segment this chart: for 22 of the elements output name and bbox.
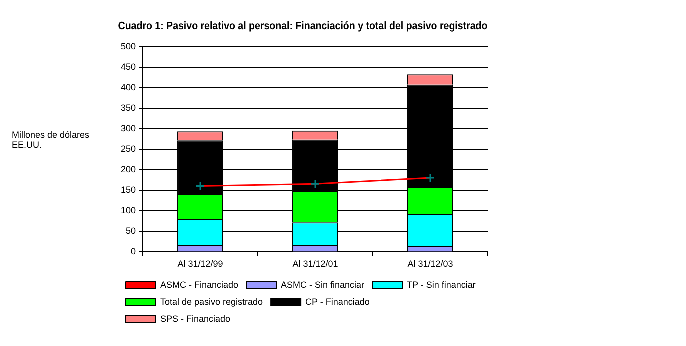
legend-label: ASMC - Financiado: [160, 280, 239, 290]
y-tick-label: 500: [120, 42, 136, 52]
y-axis-title: Millones de dólares EE.UU.: [12, 130, 91, 150]
y-tick-label: 450: [120, 62, 136, 72]
y-tick-label: 50: [126, 226, 136, 236]
y-tick-label: 400: [120, 82, 136, 93]
legend-label: Total de pasivo registrado: [160, 296, 264, 307]
y-tick-label: 150: [120, 185, 136, 196]
x-tick-label: Al 31/12/99: [178, 259, 224, 270]
y-tick-label: 100: [120, 206, 136, 216]
y-tick-label: 250: [120, 144, 136, 154]
legend-label: ASMC - Sin financiar: [281, 280, 365, 290]
y-tick-label: 0: [131, 246, 136, 257]
x-tick-label: Al 31/12/03: [408, 259, 454, 270]
legend-label: TP - Sin financiar: [407, 280, 476, 290]
y-tick-label: 300: [120, 124, 136, 134]
y-tick-label: 350: [120, 103, 136, 114]
legend-label: CP - Financiado: [306, 296, 370, 307]
x-tick-label: Al 31/12/01: [292, 259, 338, 270]
legend-label: SPS - Financiado: [160, 314, 231, 324]
chart-title: Cuadro 1: Pasivo relativo al personal: Financiación y total del pasivo registrado: [118, 21, 488, 33]
y-tick-label: 200: [120, 164, 136, 175]
